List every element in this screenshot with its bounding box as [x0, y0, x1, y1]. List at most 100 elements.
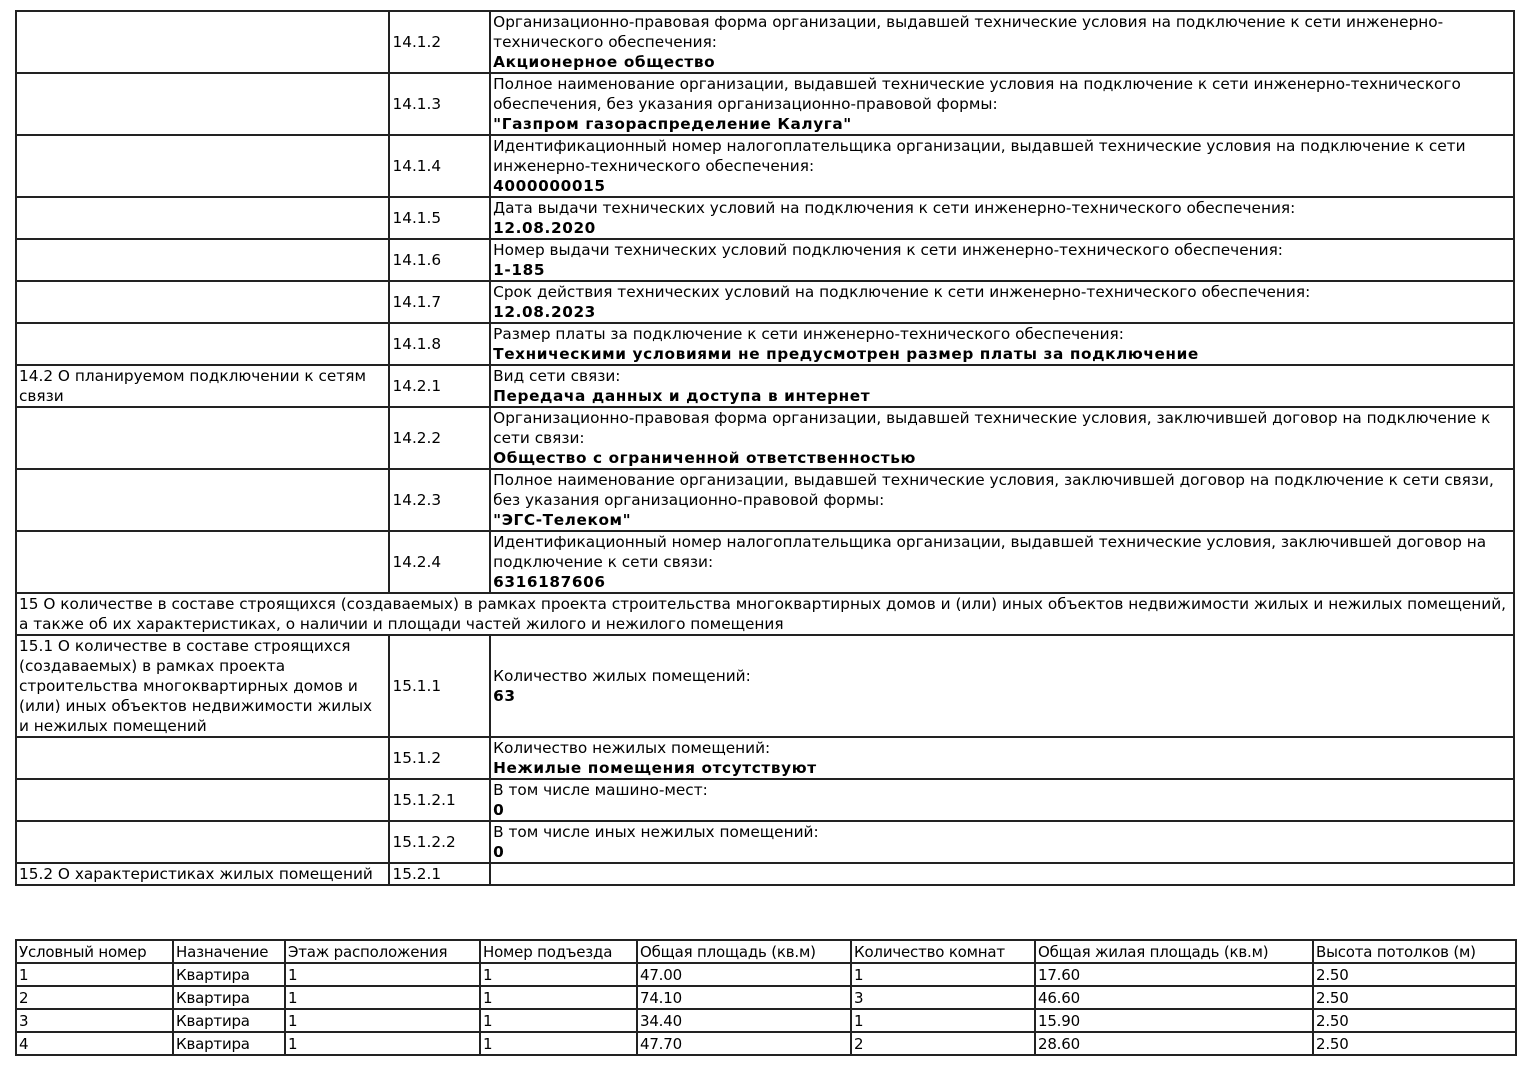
item-content: Полное наименование организации, выдавше… — [489, 468, 1515, 532]
table-row: 14.2.2 Организационно-правовая форма орга… — [14, 406, 1515, 470]
table-row: 14.2 О планируемом подключении к сетям с… — [14, 364, 1515, 408]
item-value: 63 — [493, 687, 516, 705]
item-number: 14.2.1 — [388, 364, 492, 408]
unit-cell: 2.50 — [1312, 1031, 1517, 1056]
unit-cell: 17.60 — [1034, 962, 1314, 987]
header-row: Условный номер Назначение Этаж расположени… — [15, 939, 1517, 964]
section-title — [14, 468, 391, 532]
table-row: 14.1.5 Дата выдачи технических условий на… — [14, 196, 1515, 240]
item-content: Полное наименование организации, выдавше… — [489, 72, 1515, 136]
column-header: Высота потолков (м) — [1312, 939, 1517, 964]
section-title — [14, 72, 391, 136]
item-number: 14.2.3 — [388, 468, 492, 532]
section-title — [14, 238, 391, 282]
table-row: 14.1.6 Номер выдачи технических условий п… — [14, 238, 1515, 282]
item-label: Количество нежилых помещений: — [493, 739, 771, 757]
table-row: 15.1.2 Количество нежилых помещений: Нежил… — [14, 736, 1515, 780]
column-header: Условный номер — [15, 939, 174, 964]
unit-cell: 1 — [479, 985, 638, 1010]
item-label: Полное наименование организации, выдавше… — [493, 75, 1461, 113]
item-label: Вид сети связи: — [493, 367, 621, 385]
unit-cell: Квартира — [172, 1008, 286, 1033]
section-title — [14, 736, 391, 780]
item-label: Организационно-правовая форма организаци… — [493, 409, 1491, 447]
unit-cell: 2 — [15, 985, 174, 1010]
item-number: 14.1.6 — [388, 238, 492, 282]
section-title — [14, 406, 391, 470]
item-content: Дата выдачи технических условий на подкл… — [489, 196, 1515, 240]
item-content: В том числе иных нежилых помещений: 0 — [489, 820, 1515, 864]
item-label: Срок действия технических условий на под… — [493, 283, 1311, 301]
table-row: 15 О количестве в составе строящихся (со… — [15, 592, 1515, 636]
unit-cell: 1 — [479, 1008, 638, 1033]
section-title — [14, 778, 391, 822]
section-title — [14, 10, 391, 74]
item-number: 14.1.3 — [388, 72, 492, 136]
section-title: 15.2 О характеристиках жилых помещений — [14, 862, 391, 886]
item-number: 15.2.1 — [388, 862, 492, 886]
residential-units-table: Условный номер Назначение Этаж расположени… — [15, 939, 1517, 1056]
unit-cell: 1 — [284, 1008, 481, 1033]
item-label: В том числе иных нежилых помещений: — [493, 823, 819, 841]
column-header: Количество комнат — [850, 939, 1036, 964]
unit-cell: 1 — [284, 962, 481, 987]
item-number: 14.2.2 — [388, 406, 492, 470]
unit-cell: 34.40 — [636, 1008, 852, 1033]
unit-cell: 1 — [284, 1031, 481, 1056]
unit-cell: 15.90 — [1034, 1008, 1314, 1033]
item-value: 4000000015 — [493, 177, 606, 195]
item-value: Передача данных и доступа в интернет — [493, 387, 871, 405]
item-label: Идентификационный номер налогоплательщик… — [493, 533, 1487, 571]
section-title — [14, 280, 391, 324]
item-content: Количество нежилых помещений: Нежилые пом… — [489, 736, 1515, 780]
item-number: 14.1.2 — [388, 10, 492, 74]
item-content: В том числе машино-мест: 0 — [489, 778, 1515, 822]
item-value: 6316187606 — [493, 573, 606, 591]
column-header: Этаж расположения — [284, 939, 481, 964]
item-number: 14.2.4 — [388, 530, 492, 594]
unit-row: 3 Квартира 1 1 34.40 1 15.90 2.50 — [15, 1008, 1517, 1033]
unit-cell: 1 — [284, 985, 481, 1010]
table-row: 15.1.2.1 В том числе машино-мест: 0 — [14, 778, 1515, 822]
unit-row: 4 Квартира 1 1 47.70 2 28.60 2.50 — [15, 1031, 1517, 1056]
unit-cell: 28.60 — [1034, 1031, 1314, 1056]
column-header: Общая жилая площадь (кв.м) — [1034, 939, 1314, 964]
item-content: Организационно-правовая форма организаци… — [489, 10, 1515, 74]
table-row: 14.1.2 Организационно-правовая форма орга… — [14, 10, 1515, 74]
column-header: Общая площадь (кв.м) — [636, 939, 852, 964]
item-value: Нежилые помещения отсутствуют — [493, 759, 817, 777]
unit-cell: 2.50 — [1312, 1008, 1517, 1033]
item-label: Идентификационный номер налогоплательщик… — [493, 137, 1466, 175]
item-number: 14.1.5 — [388, 196, 492, 240]
table-row: 14.1.7 Срок действия технических условий … — [14, 280, 1515, 324]
item-number: 14.1.8 — [388, 322, 492, 366]
item-value: 1-185 — [493, 261, 546, 279]
table-row: 14.2.3 Полное наименование организации, в… — [14, 468, 1515, 532]
unit-cell: 1 — [479, 1031, 638, 1056]
unit-cell: Квартира — [172, 985, 286, 1010]
table-row: 15.2 О характеристиках жилых помещений 15… — [14, 862, 1515, 886]
item-value: "Газпром газораспределение Калуга" — [493, 115, 852, 133]
item-label: Размер платы за подключение к сети инжен… — [493, 325, 1124, 343]
table-row: 14.1.4 Идентификационный номер налогоплат… — [14, 134, 1515, 198]
item-label: В том числе машино-мест: — [493, 781, 708, 799]
item-value: 12.08.2023 — [493, 303, 596, 321]
section-title — [14, 530, 391, 594]
unit-cell: 2 — [850, 1031, 1036, 1056]
item-value: Акционерное общество — [493, 53, 716, 71]
unit-cell: 3 — [15, 1008, 174, 1033]
item-number: 14.1.7 — [388, 280, 492, 324]
unit-cell: Квартира — [172, 962, 286, 987]
item-content: Размер платы за подключение к сети инжен… — [489, 322, 1515, 366]
section-title — [14, 196, 391, 240]
unit-cell: 3 — [850, 985, 1036, 1010]
unit-cell: 2.50 — [1312, 985, 1517, 1010]
table-row: 15.1.2.2 В том числе иных нежилых помещен… — [14, 820, 1515, 864]
item-content: Идентификационный номер налогоплательщик… — [489, 530, 1515, 594]
unit-cell: 4 — [15, 1031, 174, 1056]
project-declaration-table: 14.1.2 Организационно-правовая форма орга… — [14, 10, 1515, 886]
unit-cell: 1 — [15, 962, 174, 987]
unit-cell: 47.70 — [636, 1031, 852, 1056]
table-row: 15.1 О количестве в составе строящихся (… — [14, 634, 1515, 738]
item-content: Номер выдачи технических условий подключ… — [489, 238, 1515, 282]
